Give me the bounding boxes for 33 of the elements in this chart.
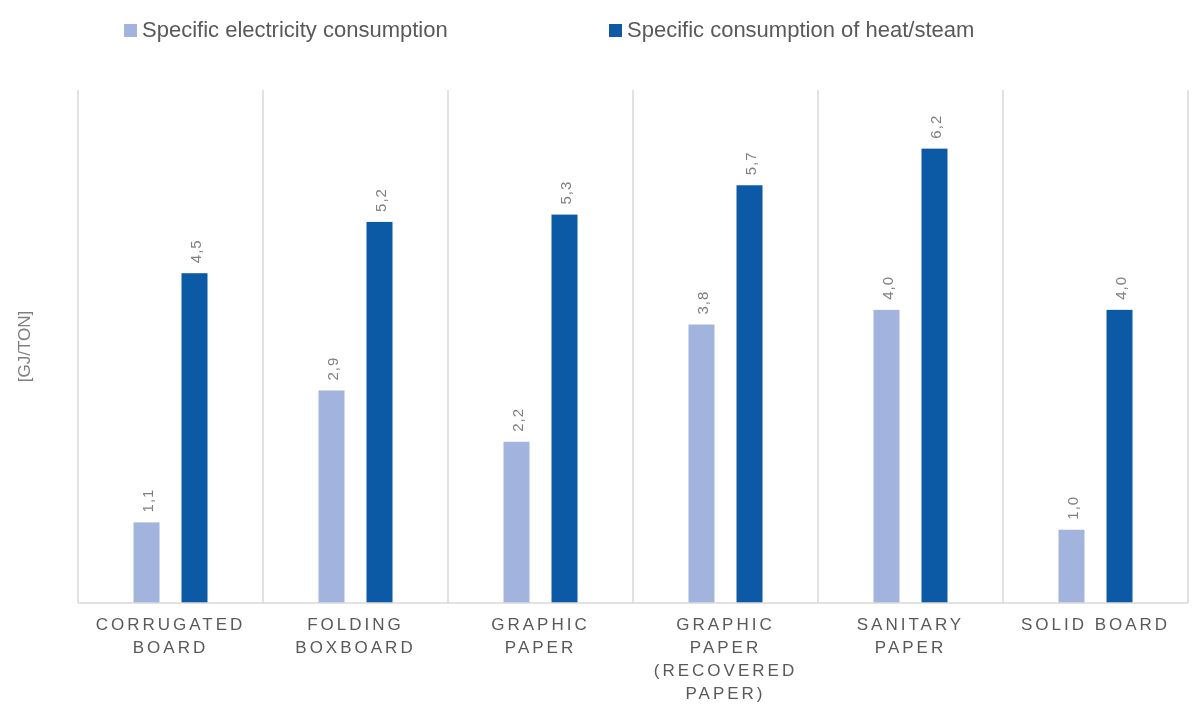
bar — [318, 390, 345, 603]
data-label: 4,0 — [1111, 276, 1129, 300]
bar — [503, 441, 530, 603]
bar — [1058, 529, 1085, 603]
bar — [736, 185, 763, 603]
data-label: 4,5 — [186, 239, 204, 264]
data-label: 5,3 — [556, 180, 574, 205]
bar — [133, 522, 160, 603]
x-tick-label: GRAPHIC PAPER (RECOVERED PAPER) — [653, 615, 798, 703]
bar — [181, 273, 208, 603]
data-label: 6,2 — [926, 114, 944, 139]
x-tick-label: CORRUGATED BOARD — [95, 615, 246, 657]
bar — [873, 309, 900, 603]
bar — [921, 148, 948, 603]
data-label: 3,8 — [693, 290, 711, 315]
legend-label: Specific electricity consumption — [142, 17, 448, 42]
bar — [688, 324, 715, 603]
bar — [1106, 309, 1133, 603]
legend-label: Specific consumption of heat/steam — [627, 17, 975, 42]
x-tick-label: SANITARY PAPER — [856, 615, 965, 657]
x-tick-label: GRAPHIC PAPER — [491, 615, 590, 657]
bar — [366, 221, 393, 603]
x-tick-label: SOLID BOARD — [1020, 615, 1171, 634]
data-label: 5,7 — [741, 151, 759, 176]
y-axis-title: [GJ/TON] — [15, 310, 34, 383]
data-label: 5,2 — [371, 188, 389, 212]
data-label: 1,1 — [138, 488, 156, 513]
data-label: 1,0 — [1063, 495, 1081, 520]
data-label: 2,2 — [508, 407, 526, 432]
data-label: 4,0 — [878, 276, 896, 300]
x-tick-label: FOLDING BOXBOARD — [295, 615, 416, 657]
bar — [551, 214, 578, 603]
data-label: 2,9 — [323, 356, 341, 381]
